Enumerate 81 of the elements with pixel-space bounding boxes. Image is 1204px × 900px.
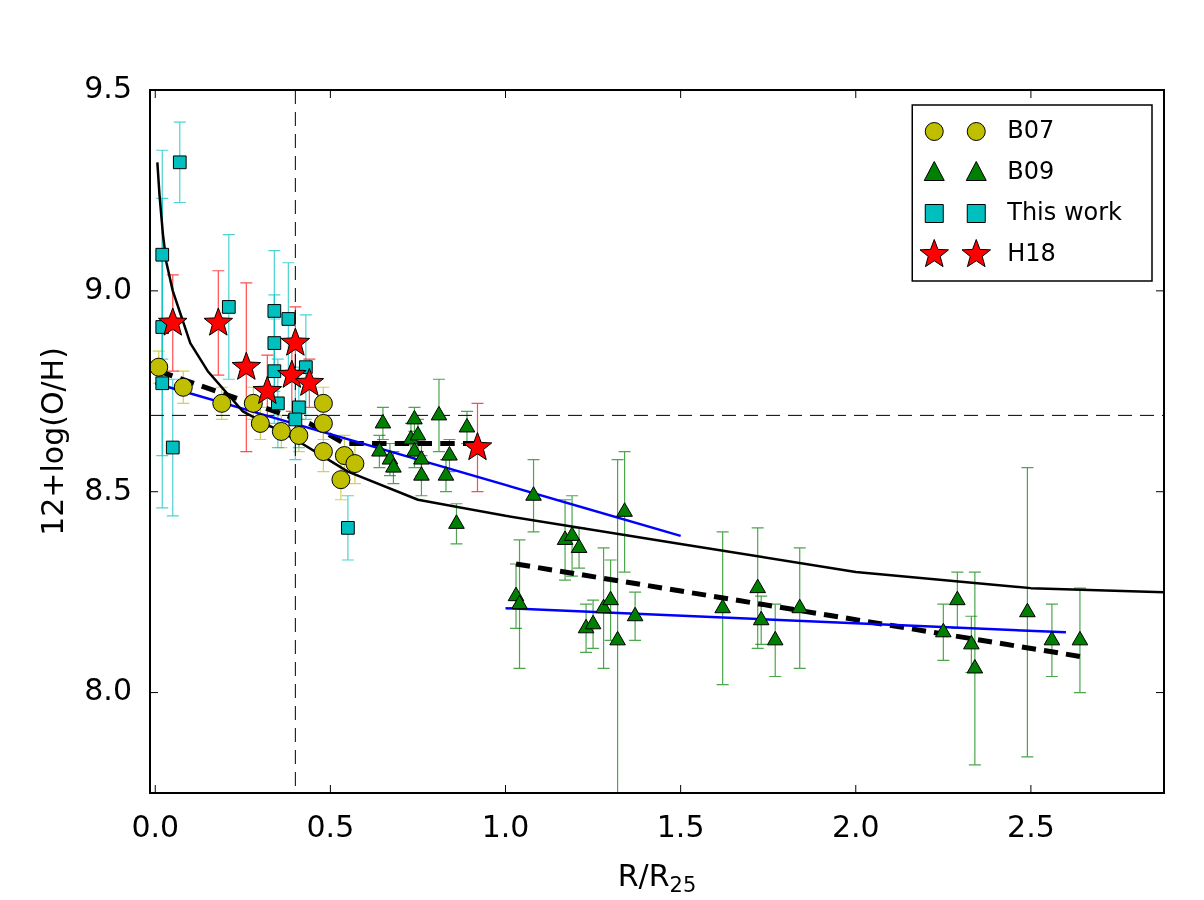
point (563, 526, 581, 541)
point (267, 304, 282, 318)
point (267, 336, 282, 350)
point (313, 413, 333, 433)
point (966, 658, 984, 674)
point (155, 376, 170, 391)
point (374, 413, 392, 429)
point (341, 521, 355, 535)
y-axis-title: 12+log(O/H) (34, 347, 70, 536)
point (430, 405, 448, 421)
point (203, 307, 234, 336)
point (385, 458, 402, 473)
point (413, 450, 430, 465)
point (766, 630, 784, 646)
point (448, 514, 465, 529)
point (294, 367, 325, 396)
point (413, 466, 430, 481)
point (570, 538, 588, 553)
point (1019, 602, 1036, 618)
point (791, 598, 809, 614)
point (281, 312, 296, 326)
y-tick-label: 9.5 (84, 69, 132, 105)
x-tick-label: 2.5 (1007, 808, 1055, 844)
x-tick-label: 1.0 (481, 808, 530, 844)
legend-label: H18 (1007, 238, 1056, 267)
point (271, 421, 291, 441)
point (280, 327, 311, 356)
legend-label: This work (1006, 197, 1123, 226)
point (277, 359, 307, 388)
x-tick-label: 1.5 (656, 808, 705, 844)
point (250, 413, 270, 433)
point (602, 590, 619, 606)
point (292, 400, 306, 415)
point (458, 417, 476, 433)
point (437, 466, 455, 481)
point (158, 307, 188, 336)
point (231, 351, 262, 380)
point (371, 442, 388, 457)
point (609, 630, 626, 646)
point (406, 442, 423, 457)
x-tick-label: 0.5 (306, 808, 355, 844)
point (752, 610, 770, 626)
x-tick-label: 2.0 (831, 808, 880, 844)
point (963, 634, 980, 650)
point (616, 502, 633, 517)
point (313, 393, 333, 413)
point (949, 590, 966, 606)
point (267, 364, 282, 379)
point (441, 446, 458, 461)
point (584, 614, 602, 630)
point (221, 300, 236, 314)
point (409, 425, 427, 441)
point (313, 442, 333, 462)
point (172, 155, 187, 170)
point (525, 486, 542, 501)
x-tick-label: 0.0 (131, 808, 180, 844)
point (173, 377, 193, 397)
point (288, 412, 303, 427)
legend-label: B07 (1007, 115, 1055, 144)
point (511, 594, 528, 610)
point (406, 409, 423, 425)
point (935, 622, 952, 638)
point (150, 357, 169, 377)
point (155, 247, 170, 262)
point (212, 393, 232, 413)
point (749, 578, 766, 594)
y-tick-label: 9.0 (84, 270, 132, 306)
point (331, 470, 351, 490)
point (345, 454, 365, 474)
point (714, 598, 731, 614)
point (243, 393, 263, 413)
y-tick-label: 8.0 (84, 672, 132, 708)
point (462, 432, 493, 461)
point (165, 440, 180, 455)
point (1043, 630, 1061, 646)
legend-label: B09 (1007, 156, 1055, 185)
point (289, 425, 309, 445)
point (626, 606, 644, 622)
point (252, 375, 283, 404)
point (1071, 630, 1089, 646)
y-tick-label: 8.5 (84, 471, 132, 507)
